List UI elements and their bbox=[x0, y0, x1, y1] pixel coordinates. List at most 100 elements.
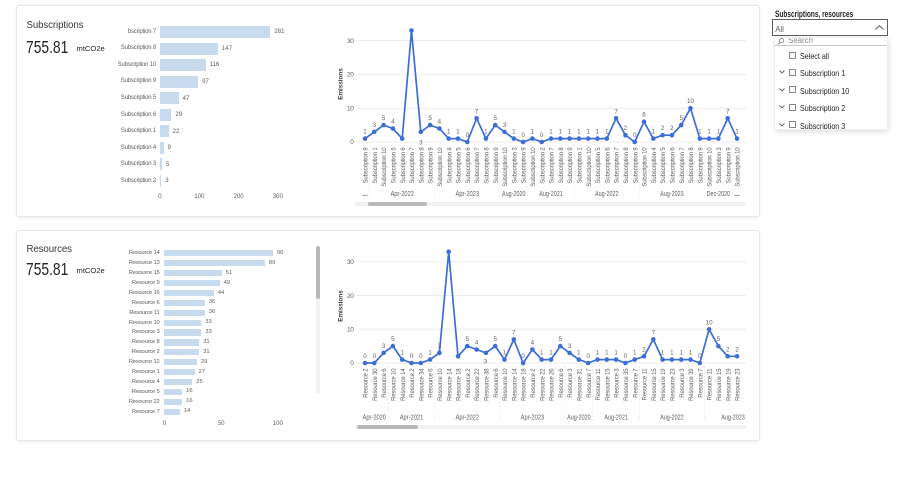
svg-text:1: 1 bbox=[512, 129, 516, 136]
svg-text:20: 20 bbox=[347, 293, 354, 300]
svg-text:1: 1 bbox=[531, 129, 535, 136]
svg-text:1: 1 bbox=[717, 129, 721, 136]
svg-text:Resource 11: Resource 11 bbox=[596, 368, 602, 401]
svg-text:4: 4 bbox=[475, 340, 479, 347]
svg-text:Resource 6: Resource 6 bbox=[559, 368, 565, 398]
svg-text:Resource 15: Resource 15 bbox=[717, 368, 723, 401]
svg-text:0: 0 bbox=[373, 353, 377, 360]
svg-text:Subscription 9: Subscription 9 bbox=[494, 147, 500, 184]
svg-text:Aug-2021: Aug-2021 bbox=[539, 189, 563, 198]
svg-text:5: 5 bbox=[559, 336, 563, 343]
svg-text:Subscription 3: Subscription 3 bbox=[512, 147, 518, 184]
svg-text:Resource 2: Resource 2 bbox=[466, 368, 472, 398]
svg-text:1: 1 bbox=[586, 129, 590, 136]
svg-text:Subscription 2: Subscription 2 bbox=[540, 147, 546, 184]
svg-text:1: 1 bbox=[633, 350, 637, 357]
svg-text:Subscription 1: Subscription 1 bbox=[373, 147, 379, 184]
svg-text:Subscription 9: Subscription 9 bbox=[568, 147, 574, 184]
svg-text:Subscription 8: Subscription 8 bbox=[624, 147, 630, 184]
svg-text:30: 30 bbox=[347, 259, 354, 266]
svg-text:Subscription 6: Subscription 6 bbox=[466, 147, 472, 184]
svg-text:Resource 22: Resource 22 bbox=[540, 368, 546, 401]
svg-text:1: 1 bbox=[605, 350, 609, 357]
svg-text:Dec-2020: Dec-2020 bbox=[707, 189, 731, 198]
svg-text:6: 6 bbox=[642, 112, 646, 119]
svg-text:...: ... bbox=[734, 189, 740, 198]
svg-text:Apr-2020: Apr-2020 bbox=[363, 413, 387, 422]
svg-text:3: 3 bbox=[438, 343, 442, 350]
svg-text:Emissions: Emissions bbox=[337, 290, 344, 322]
svg-text:Subscription 10: Subscription 10 bbox=[503, 147, 509, 187]
svg-text:1: 1 bbox=[652, 129, 656, 136]
svg-text:10: 10 bbox=[706, 319, 713, 326]
svg-text:Resource 11: Resource 11 bbox=[708, 368, 714, 401]
svg-text:1: 1 bbox=[540, 350, 544, 357]
svg-text:4: 4 bbox=[391, 119, 395, 126]
svg-text:3: 3 bbox=[484, 359, 488, 366]
svg-text:Subscription 7: Subscription 7 bbox=[680, 147, 686, 184]
svg-text:Resource 6: Resource 6 bbox=[429, 368, 435, 398]
svg-text:2: 2 bbox=[735, 346, 739, 353]
svg-text:1: 1 bbox=[735, 129, 739, 136]
svg-text:Subscription 6: Subscription 6 bbox=[401, 147, 407, 184]
svg-text:Resource 10: Resource 10 bbox=[503, 368, 509, 401]
svg-text:1: 1 bbox=[559, 129, 563, 136]
svg-text:1: 1 bbox=[596, 350, 600, 357]
svg-text:Resource 3: Resource 3 bbox=[615, 368, 621, 398]
svg-text:0: 0 bbox=[586, 353, 590, 360]
svg-text:Resource 18: Resource 18 bbox=[522, 368, 528, 401]
svg-text:3: 3 bbox=[382, 343, 386, 350]
svg-text:Resource 3: Resource 3 bbox=[568, 368, 574, 398]
svg-text:Subscription 7: Subscription 7 bbox=[410, 147, 416, 184]
svg-text:Subscription 7: Subscription 7 bbox=[550, 147, 556, 184]
svg-text:1: 1 bbox=[549, 350, 553, 357]
svg-text:Aug-2020: Aug-2020 bbox=[567, 413, 591, 422]
svg-text:Subscription 5: Subscription 5 bbox=[392, 147, 398, 184]
svg-text:1: 1 bbox=[661, 350, 665, 357]
svg-text:Resource 11: Resource 11 bbox=[643, 368, 649, 401]
svg-text:0: 0 bbox=[466, 132, 470, 139]
svg-text:Subscription 9: Subscription 9 bbox=[726, 147, 732, 184]
svg-text:2: 2 bbox=[661, 125, 665, 132]
svg-text:5: 5 bbox=[382, 115, 386, 122]
svg-text:Resource 2: Resource 2 bbox=[410, 368, 416, 398]
svg-text:0: 0 bbox=[540, 132, 544, 139]
svg-text:1: 1 bbox=[549, 129, 553, 136]
svg-text:Resource 38: Resource 38 bbox=[485, 368, 491, 401]
svg-text:0: 0 bbox=[521, 353, 525, 360]
svg-text:10: 10 bbox=[347, 105, 354, 112]
svg-text:0: 0 bbox=[521, 132, 525, 139]
svg-text:1: 1 bbox=[363, 129, 367, 136]
svg-text:3: 3 bbox=[568, 343, 572, 350]
svg-text:1: 1 bbox=[577, 129, 581, 136]
svg-text:Resource 15: Resource 15 bbox=[605, 368, 611, 401]
svg-text:Resource 7: Resource 7 bbox=[698, 368, 704, 398]
svg-text:Resource 14: Resource 14 bbox=[512, 368, 518, 401]
svg-text:Resource 19: Resource 19 bbox=[726, 368, 732, 401]
svg-text:Subscription 9: Subscription 9 bbox=[698, 147, 704, 184]
svg-text:Subscription 10: Subscription 10 bbox=[382, 147, 388, 187]
svg-text:Subscription 10: Subscription 10 bbox=[643, 147, 649, 187]
svg-text:Aug-2022: Aug-2022 bbox=[660, 413, 684, 422]
svg-text:1: 1 bbox=[698, 129, 702, 136]
svg-text:Subscription 7: Subscription 7 bbox=[615, 147, 621, 184]
svg-text:Resource 7: Resource 7 bbox=[633, 368, 639, 398]
svg-text:0: 0 bbox=[633, 132, 637, 139]
svg-text:Resource 22: Resource 22 bbox=[475, 368, 481, 401]
svg-text:Resource 19: Resource 19 bbox=[661, 368, 667, 401]
svg-text:Resource 10: Resource 10 bbox=[438, 368, 444, 401]
svg-text:Aug-2023: Aug-2023 bbox=[721, 413, 745, 422]
svg-text:Subscription 10: Subscription 10 bbox=[587, 147, 593, 187]
svg-text:5: 5 bbox=[428, 115, 432, 122]
svg-text:Resource 26: Resource 26 bbox=[550, 368, 556, 401]
svg-text:Subscription 10: Subscription 10 bbox=[531, 147, 537, 187]
svg-text:4: 4 bbox=[438, 119, 442, 126]
svg-text:Resource 6: Resource 6 bbox=[494, 368, 500, 398]
svg-text:Subscription 7: Subscription 7 bbox=[475, 147, 481, 184]
svg-text:Subscription 10: Subscription 10 bbox=[736, 147, 742, 187]
svg-text:0: 0 bbox=[350, 360, 354, 367]
svg-text:7: 7 bbox=[726, 108, 730, 115]
svg-text:5: 5 bbox=[679, 115, 683, 122]
svg-text:Resource 18: Resource 18 bbox=[457, 368, 463, 401]
svg-text:Resource 35: Resource 35 bbox=[624, 368, 630, 401]
